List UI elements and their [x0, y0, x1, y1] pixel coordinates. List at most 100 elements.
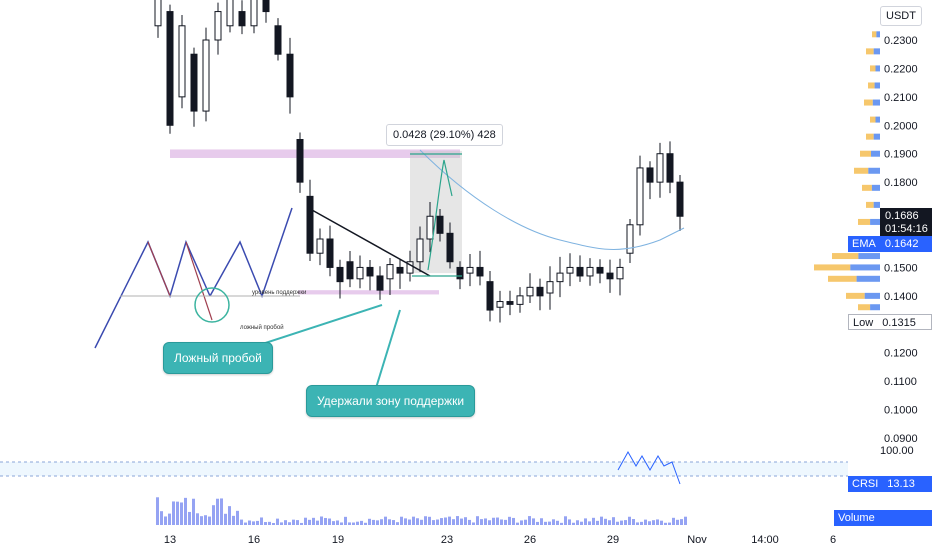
volume-bar — [644, 519, 647, 525]
volume-bar — [228, 506, 231, 525]
price-tick-label: 0.2000 — [884, 120, 918, 132]
volume-bar — [656, 519, 659, 525]
ema-badge: EMA 0.1642 — [848, 236, 932, 252]
time-tick-label: 13 — [164, 534, 176, 546]
crsi-label: CRSI — [852, 478, 879, 490]
volume-bar — [588, 521, 591, 525]
volume-bar — [632, 519, 635, 525]
volume-bar — [420, 519, 423, 525]
volume-bar — [160, 511, 163, 525]
candle — [506, 290, 514, 316]
candle — [486, 270, 494, 322]
crsi-line — [617, 450, 681, 485]
volume-bar — [460, 518, 463, 525]
volume-profile-bar — [814, 264, 851, 271]
volume-bar — [612, 517, 615, 525]
volume-bar — [396, 522, 399, 525]
volume-bar — [192, 498, 195, 525]
candle — [226, 0, 234, 33]
volume-bar — [488, 520, 491, 525]
volume-bar — [356, 521, 359, 525]
volume-bar — [668, 522, 671, 525]
volume-bar — [652, 520, 655, 525]
volume-profile-bar — [866, 133, 874, 140]
volume-badge: Volume 157.558M — [834, 510, 932, 540]
candle-body — [178, 25, 186, 98]
volume-bar — [272, 522, 275, 525]
volume-bar — [500, 519, 503, 525]
volume-profile-bar — [864, 99, 873, 106]
candle-body — [336, 266, 344, 283]
volume-bar — [596, 520, 599, 525]
volume-bar — [428, 516, 431, 525]
candle — [456, 261, 464, 290]
volume-bar — [620, 520, 623, 525]
candle-body — [286, 53, 294, 98]
time-tick-label: 14:00 — [751, 534, 779, 546]
candle-body — [426, 215, 434, 240]
price-range-measure-label: 0.0428 (29.10%) 428 — [386, 124, 503, 146]
volume-profile-bar — [850, 264, 880, 271]
candle-body — [486, 281, 494, 311]
volume-bar — [288, 522, 291, 525]
volume-profile-bar — [873, 48, 880, 55]
volume-bar — [212, 505, 215, 525]
volume-bar — [448, 516, 451, 525]
volume-bar — [520, 520, 523, 525]
volume-bar — [444, 517, 447, 525]
volume-bar — [524, 519, 527, 525]
volume-bar — [432, 520, 435, 525]
candle — [356, 255, 364, 289]
candle — [214, 2, 222, 55]
support-level-label: уровень поддержки — [252, 290, 306, 296]
candle-body — [366, 266, 374, 277]
candle — [316, 228, 324, 266]
ema-value: 0.1642 — [884, 238, 919, 250]
candle-body — [616, 266, 624, 280]
callout-pointer-held-support — [375, 309, 401, 389]
countdown-badge: 01:54:16 — [880, 221, 932, 237]
volume-profile-bar — [862, 184, 872, 191]
volume-bar — [280, 522, 283, 525]
candle-body — [226, 0, 234, 27]
volume-bar — [600, 516, 603, 525]
candle-body — [346, 261, 354, 280]
candle-body — [376, 275, 384, 291]
volume-bar — [552, 519, 555, 525]
volume-bar — [672, 517, 675, 525]
volume-profile-bar — [868, 82, 875, 89]
volume-bar — [464, 517, 467, 525]
candle — [366, 259, 374, 291]
volume-bar — [568, 519, 571, 525]
volume-bar — [220, 498, 223, 525]
candle-body — [466, 266, 474, 274]
volume-profile-bar — [860, 150, 871, 157]
candle — [416, 226, 424, 272]
candle — [646, 161, 654, 200]
price-tick-label: 0.2300 — [884, 35, 918, 47]
volume-bar — [660, 520, 663, 525]
volume-bar — [320, 516, 323, 525]
candle — [238, 0, 246, 35]
schematic-zigzag-left — [94, 239, 211, 349]
volume-profile-bar — [873, 201, 880, 208]
volume-bar — [248, 520, 251, 525]
volume-bar — [440, 518, 443, 525]
volume-bar — [180, 502, 183, 525]
currency-selector-button[interactable]: USDT — [880, 6, 922, 26]
volume-bar — [168, 513, 171, 525]
callout-held-support[interactable]: Удержали зону поддержки — [306, 385, 476, 417]
volume-bar — [408, 519, 411, 525]
candle — [154, 0, 162, 38]
candle — [576, 255, 584, 282]
volume-bar — [292, 519, 295, 525]
volume-bar — [268, 521, 271, 525]
volume-value: 157.558M — [839, 528, 888, 540]
callout-false-breakout[interactable]: Ложный пробой — [163, 342, 273, 374]
volume-bar — [188, 511, 191, 525]
volume-bar — [472, 522, 475, 525]
volume-bar — [388, 519, 391, 525]
time-tick-label: 16 — [248, 534, 260, 546]
volume-profile-bar — [832, 253, 859, 260]
